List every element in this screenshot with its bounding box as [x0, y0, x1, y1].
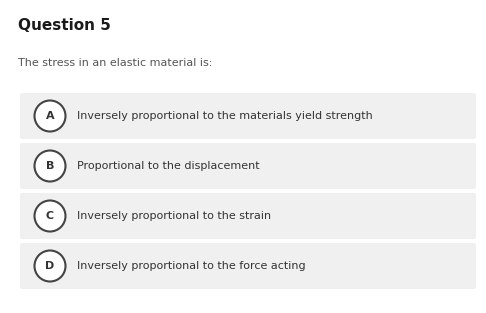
FancyBboxPatch shape	[20, 243, 476, 289]
Text: Question 5: Question 5	[18, 18, 111, 33]
Ellipse shape	[35, 201, 66, 232]
Ellipse shape	[35, 250, 66, 281]
Text: A: A	[46, 111, 54, 121]
Text: D: D	[45, 261, 54, 271]
FancyBboxPatch shape	[20, 193, 476, 239]
Text: B: B	[46, 161, 54, 171]
Text: Proportional to the displacement: Proportional to the displacement	[77, 161, 260, 171]
Ellipse shape	[35, 100, 66, 131]
Text: Inversely proportional to the force acting: Inversely proportional to the force acti…	[77, 261, 306, 271]
FancyBboxPatch shape	[20, 143, 476, 189]
Ellipse shape	[35, 151, 66, 182]
Text: Inversely proportional to the strain: Inversely proportional to the strain	[77, 211, 271, 221]
Text: Inversely proportional to the materials yield strength: Inversely proportional to the materials …	[77, 111, 373, 121]
FancyBboxPatch shape	[20, 93, 476, 139]
Text: C: C	[46, 211, 54, 221]
Text: The stress in an elastic material is:: The stress in an elastic material is:	[18, 58, 212, 68]
